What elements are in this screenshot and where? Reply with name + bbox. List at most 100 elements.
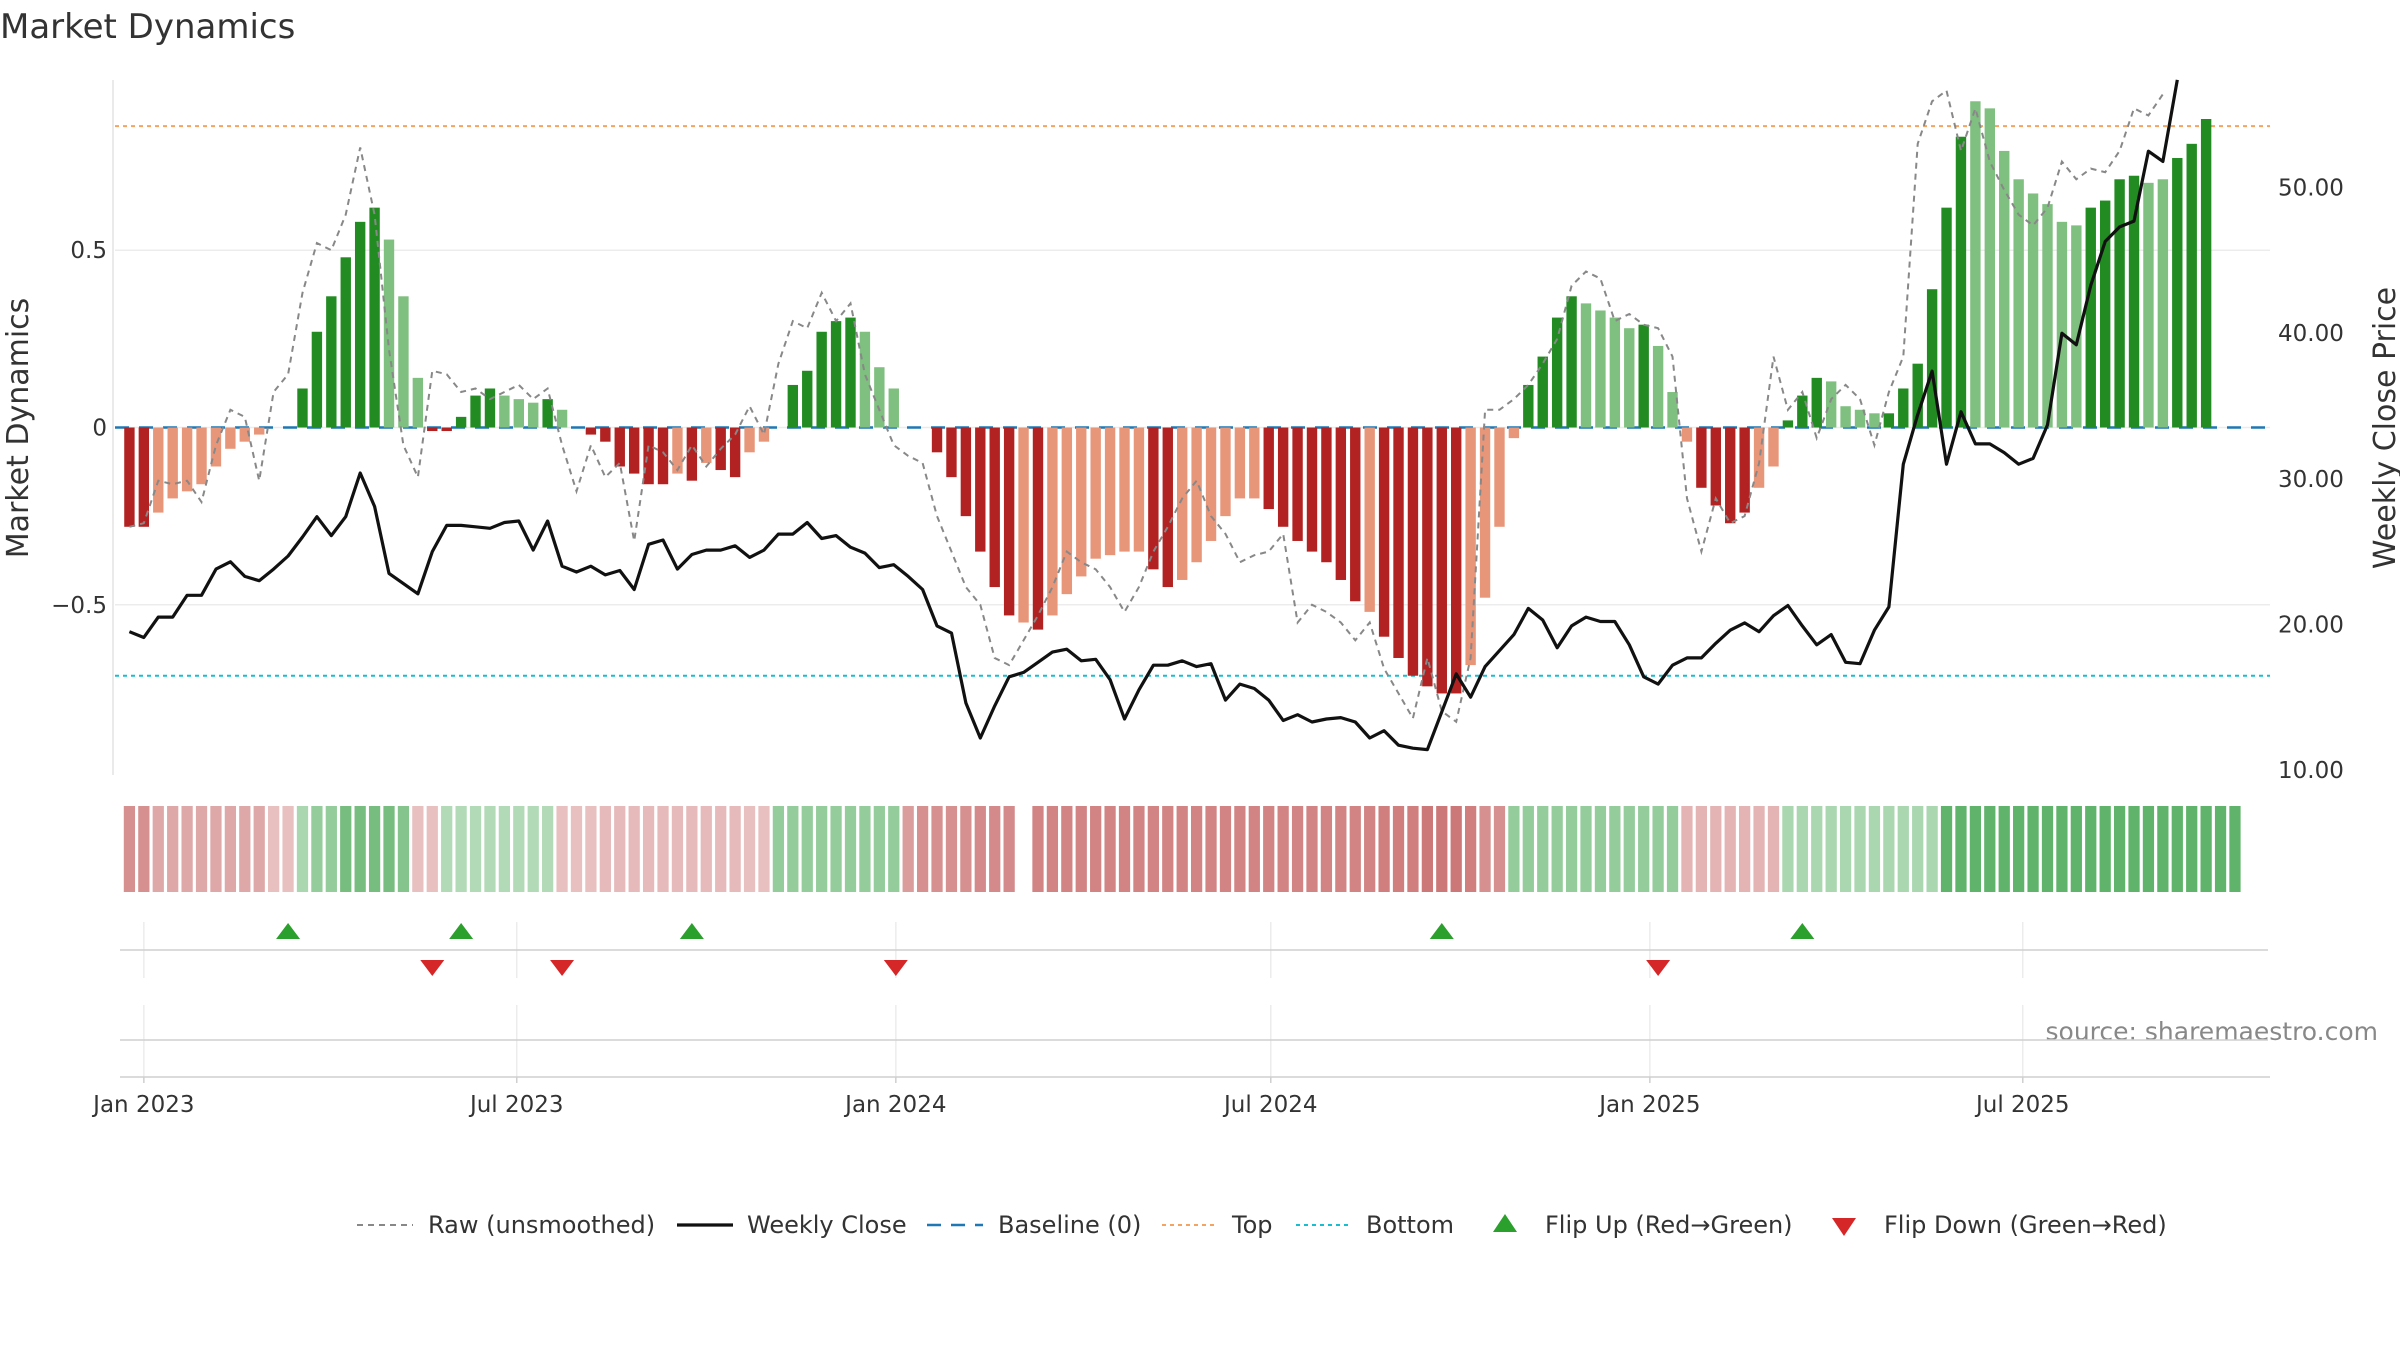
dynamics-bar	[1883, 413, 1895, 428]
legend-label-top: Top	[1231, 1211, 1273, 1239]
regime-band-cell	[354, 806, 366, 892]
regime-band-cell	[2171, 806, 2183, 892]
dynamics-bar	[1854, 409, 1866, 428]
dynamics-bar	[254, 427, 265, 435]
regime-band-cell	[1883, 806, 1895, 892]
regime-band-cell	[1565, 806, 1578, 892]
regime-band-cell	[1176, 806, 1188, 892]
dynamics-bar	[1941, 207, 1952, 428]
dynamics-bar	[946, 427, 957, 478]
right-axis-label: Weekly Close Price	[2368, 287, 2400, 569]
dynamics-bar	[960, 427, 972, 517]
dynamics-bar	[412, 377, 424, 428]
regime-band-cell	[902, 806, 914, 892]
regime-band-cell	[772, 806, 785, 892]
x-tick-label: Jul 2024	[1222, 1092, 1318, 1118]
regime-band-cell	[671, 806, 684, 892]
regime-band-cell	[1003, 806, 1015, 892]
dynamics-bar	[888, 388, 899, 428]
dynamics-bar	[1912, 363, 1923, 428]
regime-band-cell	[1046, 806, 1059, 892]
regime-band-cell	[1378, 806, 1390, 892]
regime-band-cell	[181, 806, 193, 892]
dynamics-bar	[2200, 119, 2212, 428]
dynamics-bar	[1306, 427, 1318, 552]
dynamics-bar	[2186, 143, 2197, 428]
regime-band-cell	[1854, 806, 1866, 892]
dynamics-bar	[1378, 427, 1390, 637]
dynamics-bar	[1494, 427, 1505, 527]
dynamics-bar	[1652, 345, 1664, 428]
dynamics-bar	[729, 427, 741, 478]
regime-band-cell	[542, 806, 554, 892]
dynamics-bar	[484, 388, 496, 428]
regime-band-cell	[1537, 806, 1549, 892]
regime-band-cell	[484, 806, 496, 892]
regime-band-cell	[426, 806, 438, 892]
dynamics-bar	[326, 296, 337, 428]
dynamics-bar	[989, 427, 1000, 588]
dynamics-bar	[1220, 427, 1231, 517]
regime-band-cell	[570, 806, 583, 892]
dynamics-bar	[672, 427, 683, 474]
dynamics-bar	[1566, 296, 1577, 428]
left-tick-label: −0.5	[51, 593, 107, 619]
regime-band-cell	[282, 806, 294, 892]
dynamics-bar	[2172, 158, 2183, 428]
dynamics-bar	[383, 239, 395, 428]
regime-band-cell	[2056, 806, 2068, 892]
weekly-close-line	[128, 79, 2179, 752]
regime-band-cell	[2229, 806, 2241, 892]
regime-band-cell	[599, 806, 611, 892]
dynamics-bar	[657, 427, 669, 485]
regime-band-cell	[2070, 806, 2082, 892]
dynamics-bar	[1148, 427, 1159, 570]
dynamics-bar	[1869, 413, 1880, 428]
regime-band-cell	[167, 806, 179, 892]
dynamics-bar	[1840, 406, 1851, 428]
regime-band-cell	[989, 806, 1001, 892]
dynamics-bar	[1436, 427, 1447, 694]
regime-band-cell	[1998, 806, 2010, 892]
left-tick-label: 0.5	[70, 238, 107, 264]
dynamics-bar	[1263, 427, 1274, 510]
chart-title: Market Dynamics	[0, 7, 295, 47]
flip-up-marker	[1429, 923, 1454, 939]
dynamics-bar	[2128, 175, 2140, 428]
dynamics-bar	[210, 427, 222, 467]
axes: 0.5 0 −0.5 50.00 40.00 30.00 20.00 10.00	[51, 80, 2344, 784]
dynamics-bar	[2013, 179, 2024, 428]
regime-band-cell	[1551, 806, 1563, 892]
regime-band-cell	[931, 806, 943, 892]
regime-band-cell	[2041, 806, 2054, 892]
regime-band-cell	[441, 806, 453, 892]
regime-band-cell	[945, 806, 958, 892]
dynamics-bar	[1350, 427, 1361, 602]
dynamics-bar	[513, 399, 524, 428]
regime-band-cell	[1263, 806, 1275, 892]
x-tick-label: Jul 2023	[468, 1092, 564, 1118]
regime-band-cell	[960, 806, 972, 892]
regime-band-cell	[1306, 806, 1318, 892]
dynamics-bar	[1364, 427, 1375, 612]
dynamics-bar	[628, 427, 640, 474]
dynamics-bar	[1119, 427, 1130, 552]
regime-band-cell	[1753, 806, 1765, 892]
regime-band-cell	[816, 806, 828, 892]
regime-band-cell	[2013, 806, 2025, 892]
regime-band-cell	[1349, 806, 1361, 892]
dynamics-bar	[1696, 427, 1707, 488]
right-tick-label: 40.00	[2278, 321, 2344, 347]
regime-band-cell	[239, 806, 251, 892]
regime-band-cell	[1465, 806, 1477, 892]
dynamics-bar	[643, 427, 654, 485]
regime-band-cell	[2200, 806, 2212, 892]
regime-band-cell	[859, 806, 871, 892]
right-tick-label: 50.00	[2278, 176, 2344, 202]
regime-band-cell	[1147, 806, 1159, 892]
dynamics-bar	[1681, 427, 1693, 442]
regime-band-cell	[830, 806, 842, 892]
dynamics-bar	[1032, 427, 1044, 630]
flip-down-marker	[420, 960, 445, 976]
regime-band-cell	[340, 806, 352, 892]
